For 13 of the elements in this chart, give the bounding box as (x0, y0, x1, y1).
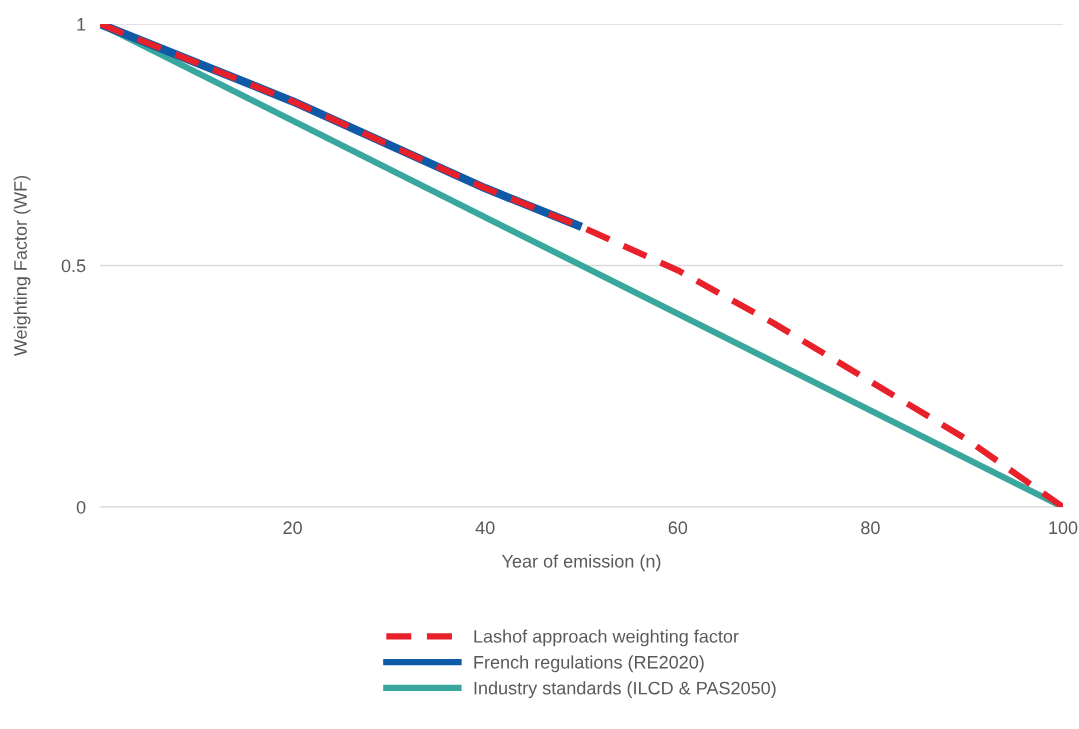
x-tick-label: 100 (1049, 521, 1078, 535)
y-tick-label: 1 (77, 18, 86, 31)
x-tick-label: 40 (475, 521, 495, 535)
x-tick-label: 60 (668, 521, 688, 535)
y-axis-title: Weighting Factor (WF) (13, 175, 31, 357)
legend-label: Industry standards (ILCD & PAS2050) (474, 681, 776, 699)
y-tick-label: 0 (76, 500, 86, 514)
x-tick-label: 20 (283, 521, 302, 535)
x-tick-label: 80 (861, 521, 880, 535)
y-tick-label: 0.5 (61, 259, 86, 273)
x-axis-title: Year of emission (n) (501, 554, 661, 572)
legend-label: French regulations (RE2020) (474, 655, 704, 673)
legend-label: Lashof approach weighting factor (474, 629, 739, 647)
